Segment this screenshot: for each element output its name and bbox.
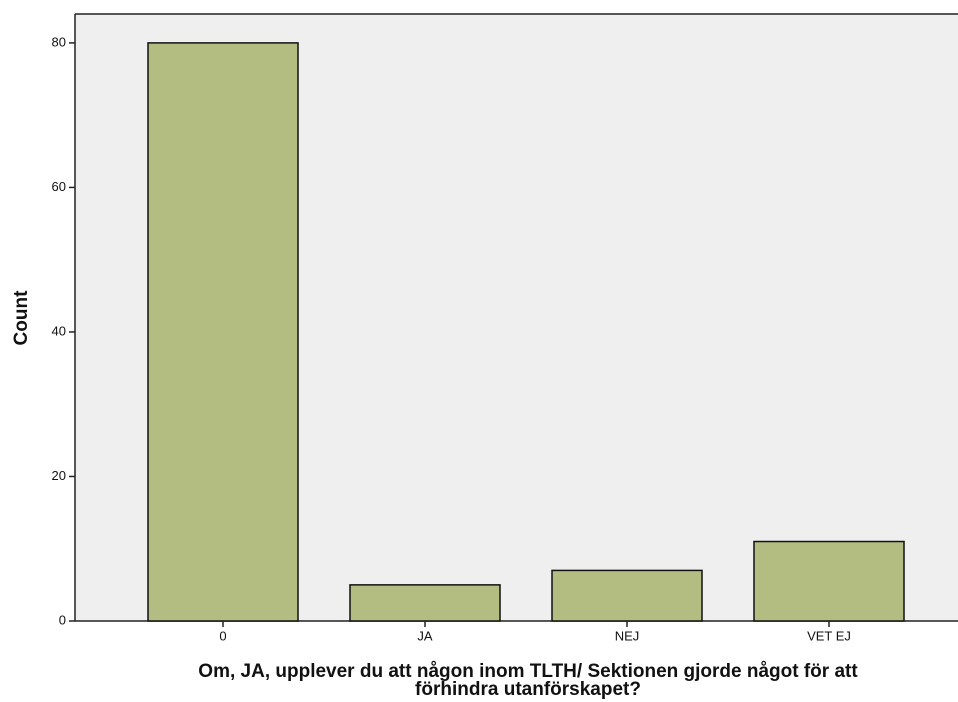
x-tick-label: VET EJ	[807, 628, 851, 643]
bar	[147, 42, 299, 622]
y-tick-label: 60	[52, 179, 66, 194]
bar	[753, 540, 905, 622]
y-tick-label: 20	[52, 468, 66, 483]
x-axis-title: förhindra utanförskapet?	[415, 679, 641, 700]
y-tick-label: 80	[52, 34, 66, 49]
y-axis-title: Count	[11, 290, 32, 346]
y-tick-label: 0	[59, 612, 66, 627]
x-axis-title: Om, JA, upplever du att någon inom TLTH/…	[198, 661, 858, 682]
bar	[551, 569, 703, 622]
x-tick-label: JA	[417, 628, 433, 643]
x-tick-label: 0	[219, 628, 226, 643]
y-tick-label: 40	[52, 323, 66, 338]
x-tick-label: NEJ	[615, 628, 640, 643]
bar	[349, 584, 501, 622]
